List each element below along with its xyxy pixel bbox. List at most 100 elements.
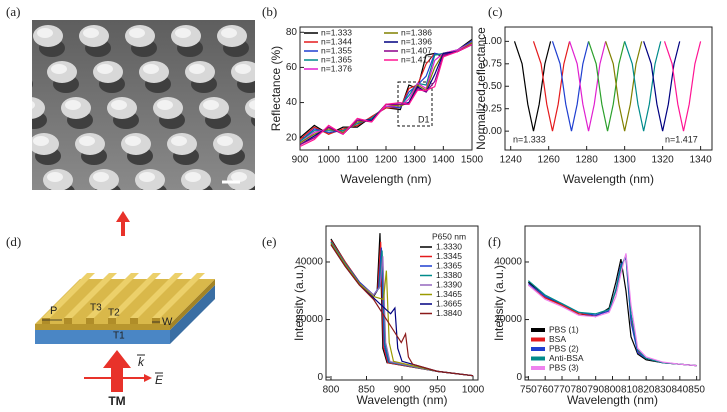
pillar-highlight — [97, 64, 113, 74]
x-tick-label: 1200 — [375, 155, 398, 166]
x-tick-label: 1500 — [461, 155, 484, 166]
annotation: n=1.333 — [513, 134, 546, 144]
x-axis-label: Wavelength (nm) — [341, 172, 432, 186]
pillar-highlight — [277, 172, 293, 182]
series-line — [663, 41, 702, 132]
legend-label: 1.3665 — [436, 298, 462, 308]
series-line — [527, 254, 697, 367]
gold-side — [170, 279, 215, 330]
pillar-highlight — [267, 28, 283, 38]
panel-label: (d) — [6, 234, 21, 249]
diagram-label: T2 — [108, 308, 120, 319]
incident-arrow — [103, 350, 131, 392]
y-tick-label: 20000 — [295, 314, 323, 325]
x-tick-label: 950 — [429, 385, 446, 396]
x-axis-label: Wavelength (nm) — [567, 393, 658, 407]
pillar-shadow — [265, 147, 291, 165]
series-line — [330, 242, 474, 377]
y-tick-label: 20000 — [494, 314, 522, 325]
y-tick-label: 80 — [286, 27, 298, 38]
x-tick-label: 850 — [688, 385, 705, 396]
series-line — [300, 44, 472, 146]
pillar-shadow — [297, 111, 323, 129]
diagram-label: k — [138, 355, 145, 369]
pillar-highlight — [189, 64, 205, 74]
series-line — [527, 253, 697, 367]
y-tick-label: 0.25 — [483, 103, 503, 114]
y-tick-label: 20 — [286, 132, 298, 143]
x-tick-label: 760 — [537, 385, 554, 396]
series-line — [513, 41, 552, 132]
y-tick-label: 0 — [317, 372, 323, 383]
x-tick-label: 1260 — [538, 155, 561, 166]
legend-label: n=1.417 — [401, 54, 432, 64]
x-tick-label: 780 — [571, 385, 588, 396]
legend-swatch — [531, 347, 545, 351]
pillar-highlight — [111, 100, 127, 110]
x-tick-label: 770 — [554, 385, 571, 396]
y-tick-label: 0.50 — [483, 81, 503, 92]
pillar-cap — [259, 133, 289, 155]
diagram-label: E — [155, 373, 164, 387]
pillar-highlight — [51, 64, 67, 74]
diagram-label: P — [50, 305, 57, 317]
legend-label: Anti-BSA — [549, 353, 584, 363]
ridge-front — [108, 318, 116, 324]
x-tick-label: 830 — [655, 385, 672, 396]
pillar-cap — [273, 169, 303, 191]
legend-label: 1.3380 — [436, 270, 462, 280]
x-tick-label: 1340 — [689, 155, 712, 166]
ridge-top — [108, 273, 161, 318]
pillar-highlight — [185, 172, 201, 182]
x-axis-label: Wavelength (nm) — [563, 172, 654, 186]
y-axis-label: Intensity (a.u.) — [292, 265, 306, 341]
x-tick-label: 840 — [671, 385, 688, 396]
diagram-label: T3 — [90, 303, 102, 314]
pillar-highlight — [295, 100, 311, 110]
legend-swatch — [531, 328, 545, 332]
pillar-shadow — [283, 75, 309, 93]
ridge-top — [152, 273, 205, 318]
pillar-highlight — [93, 172, 109, 182]
pillar-highlight — [231, 172, 247, 182]
y-tick-label: 0.00 — [483, 126, 503, 137]
pillar-highlight — [83, 28, 99, 38]
x-tick-label: 1320 — [651, 155, 674, 166]
legend-label: 1.3345 — [436, 251, 462, 261]
panel-label: (b) — [262, 4, 277, 19]
y-tick-label: 0 — [516, 372, 522, 383]
ridge-front — [130, 318, 138, 324]
ridge-top — [42, 273, 95, 318]
x-tick-label: 800 — [604, 385, 621, 396]
pillar-cap — [32, 97, 45, 119]
panel-label: (c) — [488, 4, 502, 19]
ridge-front — [152, 318, 160, 324]
series-line — [551, 41, 590, 132]
series-line — [624, 41, 662, 132]
series-line — [330, 244, 474, 377]
legend-title: P650 nm — [432, 231, 466, 241]
annotation: n=1.417 — [665, 134, 698, 144]
y-tick-label: 40 — [286, 97, 298, 108]
x-tick-label: 1240 — [500, 155, 523, 166]
y-axis-label: Normalized reflectance — [474, 27, 488, 150]
y-tick-label: 0.75 — [483, 58, 503, 69]
pillar-highlight — [323, 172, 339, 182]
ridge-front — [42, 318, 50, 324]
ridge-front — [64, 318, 72, 324]
diagram-label: T1 — [113, 331, 125, 342]
pillar-highlight — [249, 100, 255, 110]
pillar-shadow — [32, 80, 33, 88]
ridge-top — [64, 273, 117, 318]
pillar-highlight — [5, 64, 21, 74]
legend-label: 1.3390 — [436, 279, 462, 289]
pillar-highlight — [171, 136, 187, 146]
legend-label: PBS (3) — [549, 362, 579, 372]
x-tick-label: 1300 — [404, 155, 427, 166]
substrate-front — [35, 330, 170, 344]
pillar-highlight — [263, 136, 279, 146]
legend-label: PBS (1) — [549, 324, 579, 334]
series-line — [300, 44, 472, 148]
